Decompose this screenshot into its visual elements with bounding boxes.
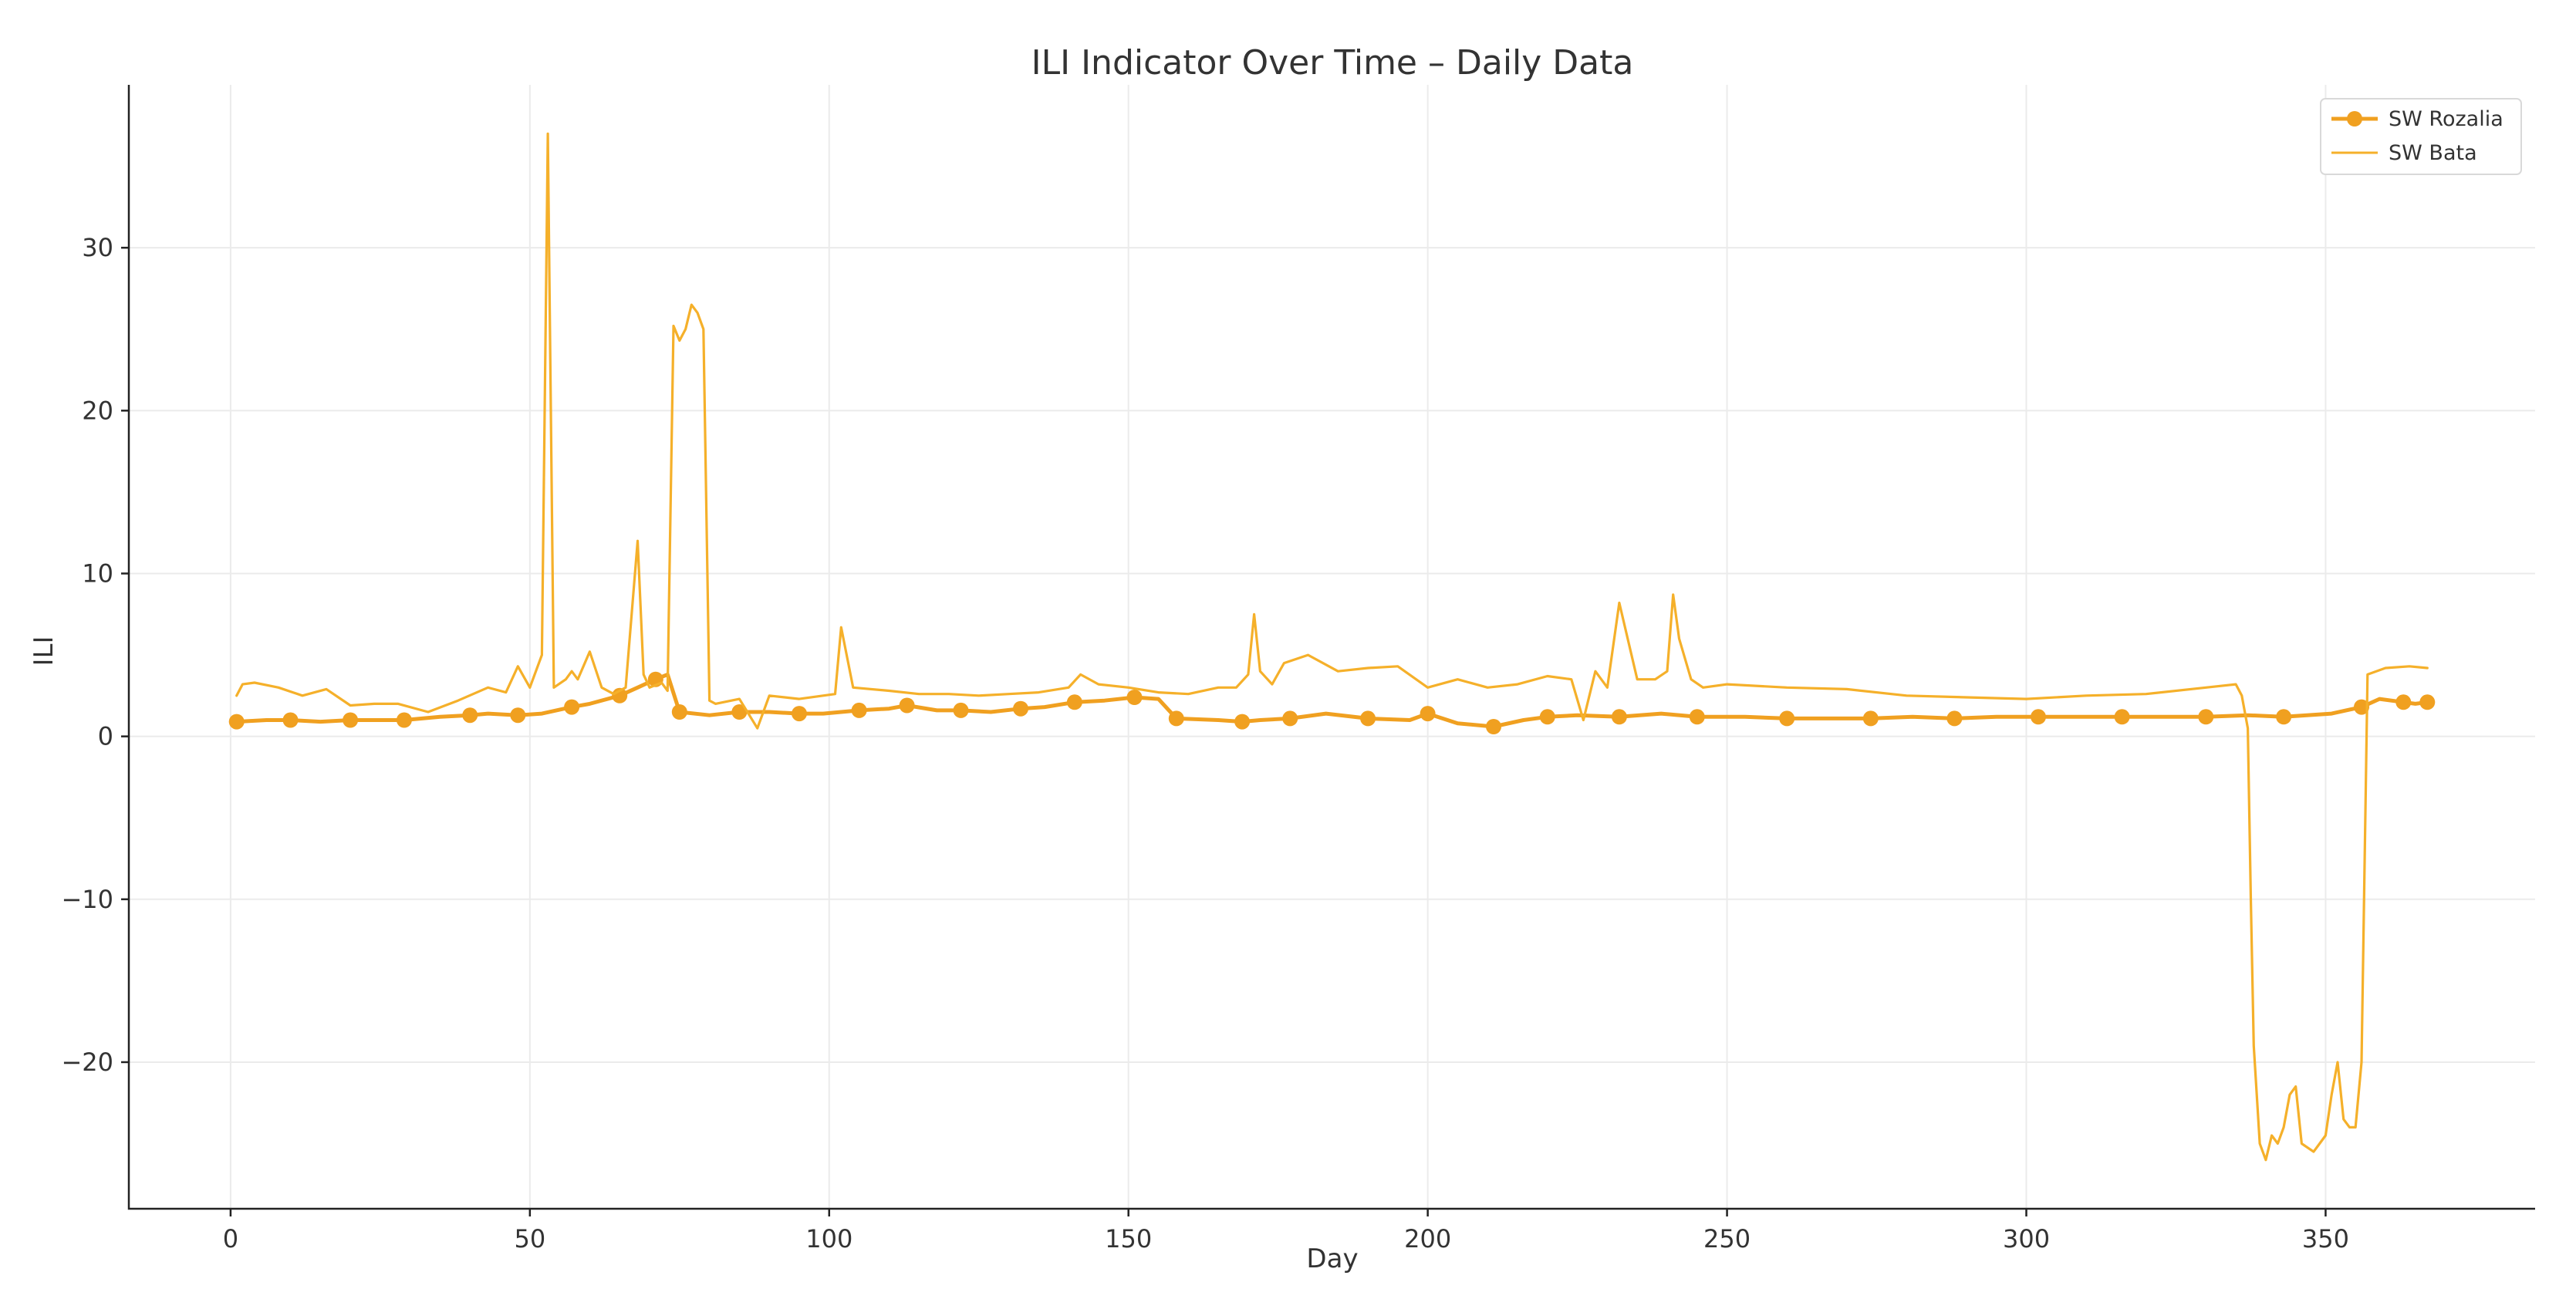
data-point-marker <box>1013 700 1028 717</box>
data-point-marker <box>1126 690 1143 705</box>
data-point-marker <box>1282 710 1298 727</box>
data-point-marker <box>792 706 807 722</box>
data-point-marker <box>2198 709 2214 725</box>
axis-spines <box>127 85 2535 1210</box>
data-point-marker <box>2114 709 2130 725</box>
y-tick-label: 20 <box>82 396 113 425</box>
data-point-marker <box>2031 709 2046 725</box>
data-point-marker <box>899 697 915 714</box>
data-point-marker <box>1420 706 1436 722</box>
data-point-marker <box>564 699 580 715</box>
data-point-marker <box>1539 709 1555 725</box>
data-point-marker <box>1486 719 1501 734</box>
x-tick-label: 200 <box>1404 1224 1451 1253</box>
axes-layer <box>127 85 2535 1210</box>
data-point-marker <box>343 712 359 728</box>
data-point-marker <box>1862 710 1879 727</box>
x-tick-label: 0 <box>223 1224 238 1253</box>
data-point-marker <box>462 707 478 724</box>
data-point-marker <box>731 704 748 720</box>
data-point-marker <box>396 712 412 728</box>
x-tick-label: 250 <box>1703 1224 1751 1253</box>
series-line-sw-rozalia <box>235 672 2429 729</box>
x-axis-label: Day <box>1306 1243 1358 1274</box>
data-point-marker <box>2354 699 2369 715</box>
series-layer <box>228 132 2436 1162</box>
data-point-marker <box>1611 709 1627 725</box>
y-tick-label: −20 <box>61 1048 113 1077</box>
x-tick-label: 50 <box>514 1224 545 1253</box>
data-point-marker <box>1946 710 1963 727</box>
x-tick-label: 150 <box>1105 1224 1152 1253</box>
x-tick-label: 350 <box>2302 1224 2349 1253</box>
data-point-marker <box>228 714 245 730</box>
x-tick-label: 300 <box>2003 1224 2050 1253</box>
legend-entry-label: SW Bata <box>2389 141 2477 165</box>
data-point-marker <box>953 702 969 718</box>
data-point-marker <box>1066 694 1082 710</box>
y-tick-label: −10 <box>61 885 113 914</box>
legend-swatch-marker <box>2347 111 2362 127</box>
ticks-layer: 0 50 100 150 200 250 300 350 −20 −10 0 10 20 30 <box>61 233 2349 1253</box>
data-point-marker <box>2276 709 2292 725</box>
data-point-marker <box>1689 709 1705 725</box>
grid-layer <box>129 85 2535 1209</box>
data-point-marker <box>1360 710 1376 727</box>
x-tick-label: 100 <box>805 1224 852 1253</box>
y-tick-label: 30 <box>82 233 113 262</box>
data-point-marker <box>510 707 526 724</box>
data-point-marker <box>1779 710 1795 727</box>
data-point-marker <box>2395 694 2412 710</box>
data-point-marker <box>2419 694 2436 710</box>
legend: SW Rozalia SW Bata <box>2320 98 2522 175</box>
y-tick-label: 10 <box>82 558 113 588</box>
chart-title: ILI Indicator Over Time – Daily Data <box>1031 43 1634 83</box>
data-point-marker <box>1168 710 1184 727</box>
y-axis-label: ILI <box>29 636 59 666</box>
data-point-marker <box>1234 714 1251 730</box>
data-point-marker <box>851 702 867 718</box>
data-point-marker <box>671 704 687 720</box>
series-line-sw-bata <box>235 132 2429 1162</box>
y-tick-label: 0 <box>98 722 113 751</box>
legend-entry-label: SW Rozalia <box>2389 107 2503 131</box>
data-point-marker <box>282 712 299 728</box>
